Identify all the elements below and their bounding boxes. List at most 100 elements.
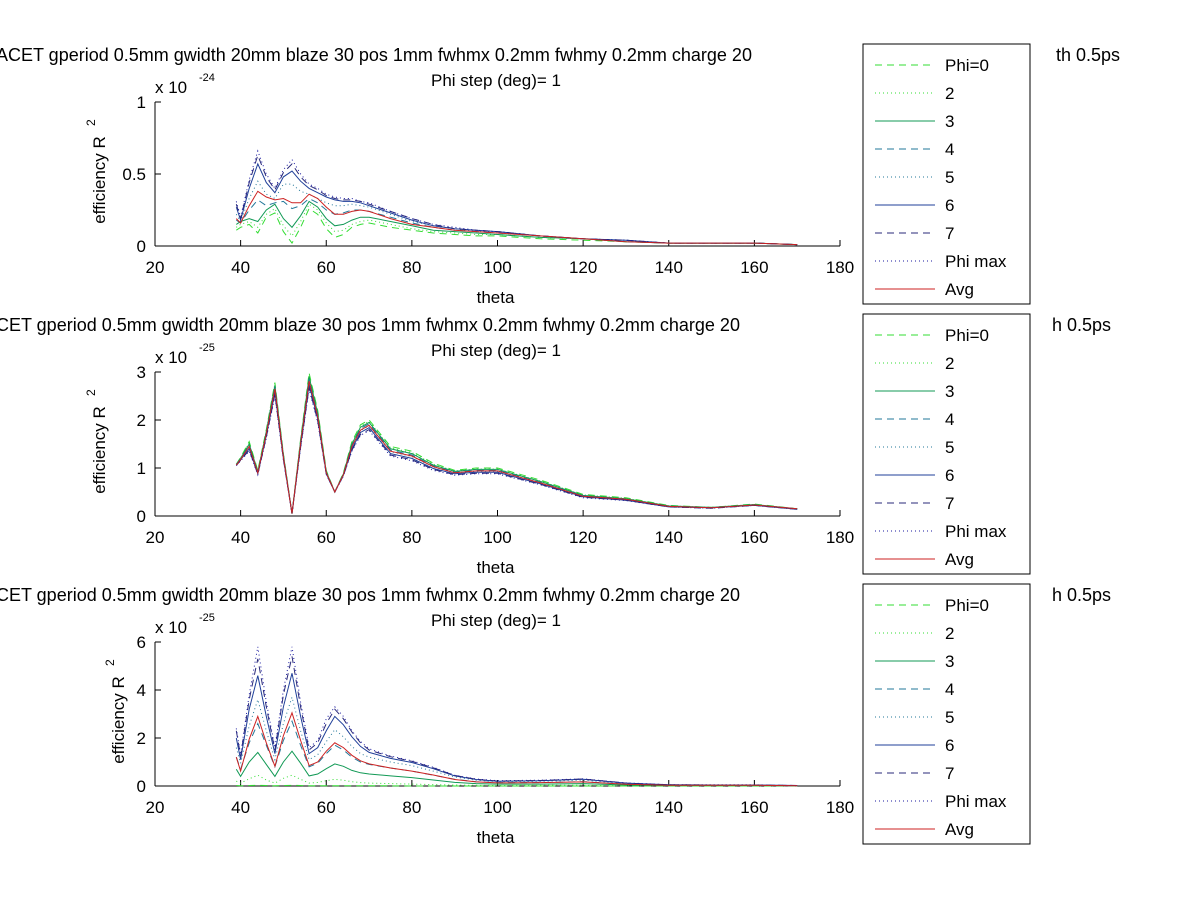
series-line-4 <box>236 197 798 246</box>
y-tick-label: 0 <box>137 507 146 526</box>
series-line-7 <box>235 153 798 246</box>
series-line-4 <box>235 719 798 787</box>
x-tick-label: 40 <box>231 798 250 817</box>
legend-label: 5 <box>945 168 954 187</box>
x-axis-label: theta <box>477 288 515 307</box>
x-tick-label: 140 <box>655 528 683 547</box>
panel-title-line1: CET gperiod 0.5mm gwidth 20mm blaze 30 p… <box>0 315 740 335</box>
legend-label: 7 <box>945 494 954 513</box>
legend-box <box>862 313 1031 575</box>
y-exponent-label: x 10 <box>155 618 187 637</box>
legend-label: 7 <box>945 764 954 783</box>
y-tick-label: 0 <box>137 237 146 256</box>
legend-label: 6 <box>945 736 954 755</box>
x-tick-label: 160 <box>740 798 768 817</box>
x-tick-label: 60 <box>317 798 336 817</box>
x-tick-label: 140 <box>655 798 683 817</box>
legend-label: 4 <box>945 140 954 159</box>
panel-title-tail: h 0.5ps <box>1052 315 1111 335</box>
y-tick-label: 1 <box>137 459 146 478</box>
legend-label: Phi max <box>945 522 1007 541</box>
x-tick-label: 140 <box>655 258 683 277</box>
legend-label: 5 <box>945 708 954 727</box>
legend-label: Phi max <box>945 792 1007 811</box>
panel-title-line1: ACET gperiod 0.5mm gwidth 20mm blaze 30 … <box>0 45 752 65</box>
legend-label: Avg <box>945 280 974 299</box>
series-line-avg <box>235 711 798 787</box>
x-tick-label: 80 <box>402 258 421 277</box>
legend-box <box>862 583 1031 845</box>
x-tick-label: 180 <box>826 798 854 817</box>
legend-label: 4 <box>945 680 954 699</box>
x-tick-label: 160 <box>740 528 768 547</box>
legend-label: Phi=0 <box>945 596 989 615</box>
x-tick-label: 80 <box>402 528 421 547</box>
y-tick-label: 0.5 <box>122 165 146 184</box>
series-line-5 <box>235 180 798 246</box>
x-tick-label: 60 <box>317 258 336 277</box>
y-axis-label-superscript: 2 <box>84 119 98 126</box>
y-axis-label: efficiency R <box>109 676 128 764</box>
panel-title-line1: CET gperiod 0.5mm gwidth 20mm blaze 30 p… <box>0 585 740 605</box>
series-line-phi-max <box>235 149 798 246</box>
series-line-4 <box>235 379 798 514</box>
y-axis-label-superscript: 2 <box>103 659 117 666</box>
legend-label: 3 <box>945 652 954 671</box>
legend-label: 3 <box>945 382 954 401</box>
y-tick-label: 2 <box>137 411 146 430</box>
panel-title-line2: Phi step (deg)= 1 <box>431 71 561 90</box>
x-tick-label: 160 <box>740 258 768 277</box>
legend-label: 5 <box>945 438 954 457</box>
legend: Phi=0 2 3 4 5 6 7 Phi max Avg <box>862 583 1031 845</box>
x-tick-label: 20 <box>146 258 165 277</box>
x-tick-label: 20 <box>146 798 165 817</box>
y-tick-label: 1 <box>137 93 146 112</box>
x-tick-label: 40 <box>231 258 250 277</box>
y-tick-label: 4 <box>137 681 146 700</box>
panel-title-tail: th 0.5ps <box>1056 45 1120 65</box>
y-exponent-label: x 10 <box>155 78 187 97</box>
legend-box <box>862 43 1031 305</box>
x-tick-label: 120 <box>569 258 597 277</box>
plot-area <box>155 102 840 246</box>
legend-label: Phi=0 <box>945 326 989 345</box>
legend-label: 3 <box>945 112 954 131</box>
y-axis-label-group: efficiency R 2 <box>84 119 109 224</box>
legend: Phi=0 2 3 4 5 6 7 Phi max Avg <box>862 313 1031 575</box>
legend-label: 2 <box>945 84 954 103</box>
legend-label: Avg <box>945 550 974 569</box>
x-axis-label: theta <box>477 828 515 847</box>
x-tick-label: 60 <box>317 528 336 547</box>
panel-title-line2: Phi step (deg)= 1 <box>431 341 561 360</box>
series-line-7 <box>235 387 798 514</box>
panel-title-tail: h 0.5ps <box>1052 585 1111 605</box>
legend-label: 6 <box>945 196 954 215</box>
series-line-phi-0 <box>236 784 798 787</box>
y-axis-label-group: efficiency R 2 <box>84 389 109 494</box>
legend-label: 2 <box>945 624 954 643</box>
y-exponent-superscript: -24 <box>199 72 215 84</box>
x-tick-label: 100 <box>483 258 511 277</box>
y-axis-label: efficiency R <box>90 136 109 224</box>
x-tick-label: 120 <box>569 798 597 817</box>
series-line-avg <box>235 190 798 246</box>
legend-label: 7 <box>945 224 954 243</box>
y-exponent-superscript: -25 <box>199 612 215 624</box>
legend-label: Phi=0 <box>945 56 989 75</box>
series-line-phi-max <box>235 646 798 786</box>
legend: Phi=0 2 3 4 5 6 7 Phi max Avg <box>862 43 1031 305</box>
subplot-3: CET gperiod 0.5mm gwidth 20mm blaze 30 p… <box>0 583 1111 847</box>
y-axis-label-superscript: 2 <box>84 389 98 396</box>
x-axis-label: theta <box>477 558 515 577</box>
plot-area <box>155 372 840 516</box>
x-tick-label: 180 <box>826 528 854 547</box>
legend-label: 4 <box>945 410 954 429</box>
y-tick-label: 2 <box>137 729 146 748</box>
y-exponent-label: x 10 <box>155 348 187 367</box>
series-line-avg <box>235 380 798 514</box>
x-tick-label: 80 <box>402 798 421 817</box>
x-tick-label: 40 <box>231 528 250 547</box>
y-tick-label: 3 <box>137 363 146 382</box>
y-tick-label: 6 <box>137 633 146 652</box>
